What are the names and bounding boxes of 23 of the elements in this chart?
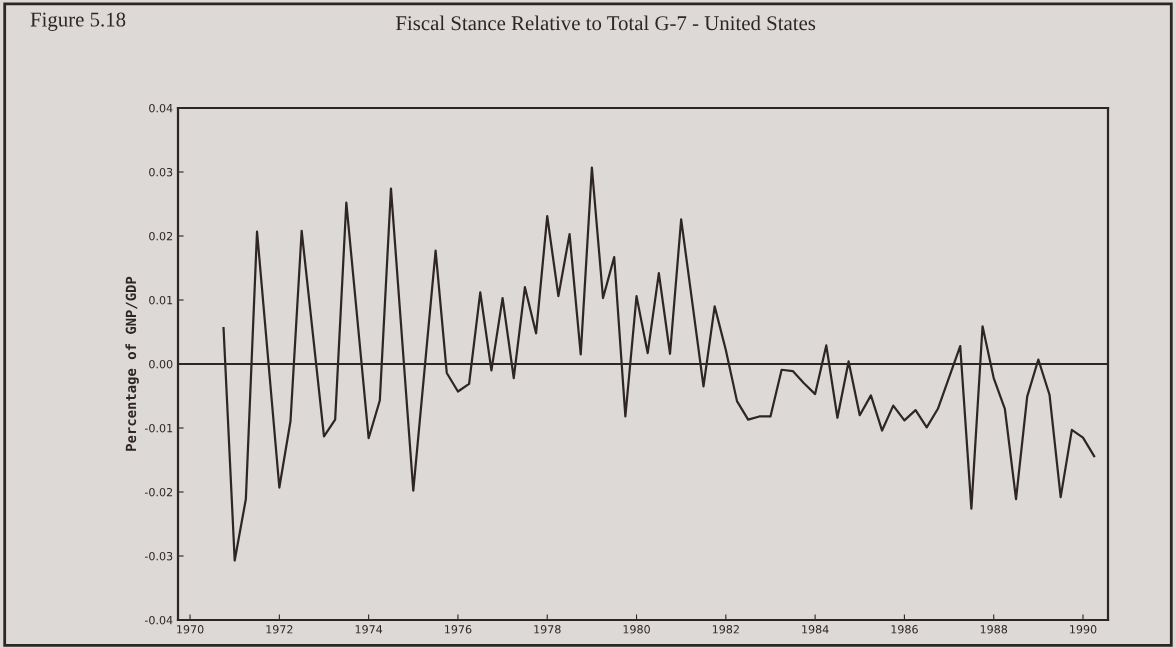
x-tick-label: 1970 <box>177 625 204 634</box>
x-tick-label: 1976 <box>445 625 472 634</box>
y-tick-label: 0.00 <box>149 359 173 369</box>
x-tick-label: 1972 <box>266 625 293 634</box>
y-tick-label: -0.02 <box>144 487 173 497</box>
y-tick-label: 0.04 <box>149 103 173 113</box>
x-tick-label: 1986 <box>891 625 918 634</box>
x-tick-label: 1982 <box>712 625 739 634</box>
y-tick-label: 0.03 <box>149 167 173 177</box>
x-tick-label: 1984 <box>802 625 829 634</box>
y-tick-label: -0.01 <box>144 423 173 433</box>
y-tick-label: 0.01 <box>149 295 173 305</box>
y-tick-label: 0.02 <box>149 231 173 241</box>
x-tick-label: 1988 <box>980 625 1008 634</box>
x-tick-label: 1978 <box>534 625 561 634</box>
x-tick-label: 1980 <box>623 625 650 634</box>
chart-title: Fiscal Stance Relative to Total G-7 - United States <box>395 15 816 31</box>
y-tick-label: -0.04 <box>144 615 173 625</box>
x-tick-label: 1990 <box>1070 625 1097 634</box>
y-axis-title: Percentage of GNP/GDP <box>125 276 139 451</box>
caption: Figure 5.18 <box>30 12 126 31</box>
x-tick-label: 1974 <box>355 625 383 634</box>
y-tick-label: -0.03 <box>144 551 173 561</box>
